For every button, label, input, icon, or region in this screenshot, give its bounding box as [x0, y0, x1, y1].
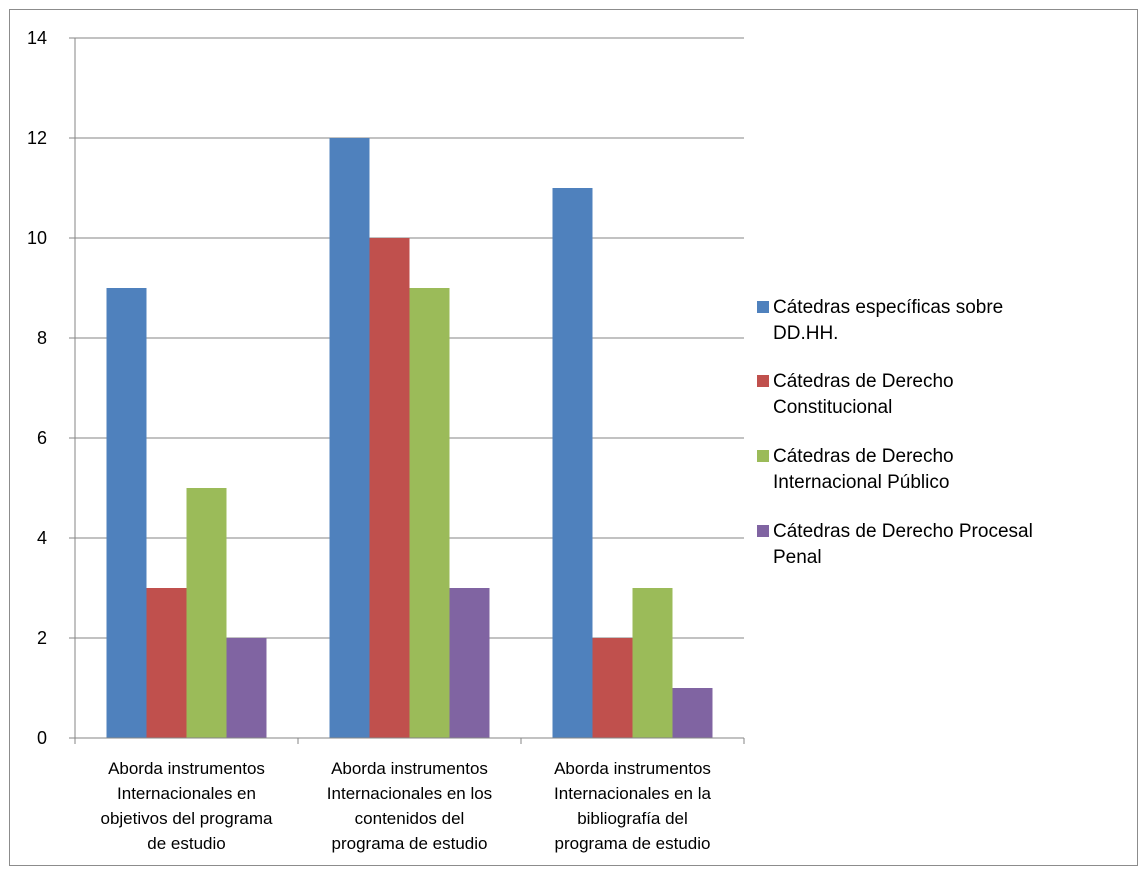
- x-category-label: Aborda instrumentos Internacionales en obj…: [101, 759, 274, 853]
- axis-labels: 0 2 4 6 8 10 12 14 Aborda instrumentos Internacio…: [27, 28, 712, 853]
- legend-label: Cátedras de Derecho Constitucional: [773, 371, 954, 418]
- x-category-label-line: Aborda instrumentos: [331, 759, 488, 778]
- legend-swatch: [757, 450, 769, 462]
- bar: [106, 288, 147, 738]
- x-category-label-line: objetivos del programa: [101, 809, 274, 828]
- legend-label-line: Constitucional: [773, 397, 892, 418]
- bar: [672, 688, 713, 738]
- x-category-label-line: programa de estudio: [555, 834, 711, 853]
- legend: Cátedras específicas sobre DD.HH.Cátedras…: [757, 297, 1033, 568]
- legend-label: Cátedras de Derecho Procesal Penal: [773, 521, 1033, 568]
- y-tick-label: 14: [27, 28, 47, 48]
- axes: [69, 37, 745, 744]
- bar: [632, 588, 673, 738]
- x-category-label-line: Aborda instrumentos: [108, 759, 265, 778]
- y-tick-label: 2: [37, 628, 47, 648]
- legend-swatch: [757, 375, 769, 387]
- bar: [552, 188, 593, 738]
- x-category-label-line: contenidos del: [355, 809, 465, 828]
- bar: [449, 588, 490, 738]
- y-tick-label: 0: [37, 728, 47, 748]
- x-category-label-line: bibliografía del: [577, 809, 688, 828]
- x-category-label-line: programa de estudio: [332, 834, 488, 853]
- y-tick-label: 10: [27, 228, 47, 248]
- y-tick-label: 12: [27, 128, 47, 148]
- legend-label-line: Cátedras de Derecho: [773, 446, 954, 467]
- legend-swatch: [757, 301, 769, 313]
- bar: [592, 638, 633, 738]
- y-tick-label: 8: [37, 328, 47, 348]
- y-tick-label: 4: [37, 528, 47, 548]
- legend-label-line: Cátedras específicas sobre: [773, 297, 1003, 318]
- bars: [106, 138, 713, 738]
- x-category-label-line: Aborda instrumentos: [554, 759, 711, 778]
- legend-label-line: DD.HH.: [773, 323, 838, 344]
- x-category-label-line: Internacionales en los: [327, 784, 492, 803]
- bar: [369, 238, 410, 738]
- bar: [329, 138, 370, 738]
- legend-label-line: Internacional Público: [773, 472, 949, 493]
- x-category-label: Aborda instrumentos Internacionales en lo…: [327, 759, 492, 853]
- bar: [186, 488, 227, 738]
- legend-label-line: Cátedras de Derecho: [773, 371, 954, 392]
- x-category-label-line: Internacionales en la: [554, 784, 711, 803]
- bar: [409, 288, 450, 738]
- y-tick-label: 6: [37, 428, 47, 448]
- x-category-label-line: de estudio: [147, 834, 225, 853]
- legend-swatch: [757, 525, 769, 537]
- legend-label: Cátedras de Derecho Internacional Público: [773, 446, 954, 493]
- legend-label-line: Penal: [773, 547, 822, 568]
- bar: [146, 588, 187, 738]
- bar: [226, 638, 267, 738]
- x-category-label: Aborda instrumentos Internacionales en la…: [554, 759, 711, 853]
- x-category-label-line: Internacionales en: [117, 784, 256, 803]
- legend-label: Cátedras específicas sobre DD.HH.: [773, 297, 1003, 344]
- legend-label-line: Cátedras de Derecho Procesal: [773, 521, 1033, 542]
